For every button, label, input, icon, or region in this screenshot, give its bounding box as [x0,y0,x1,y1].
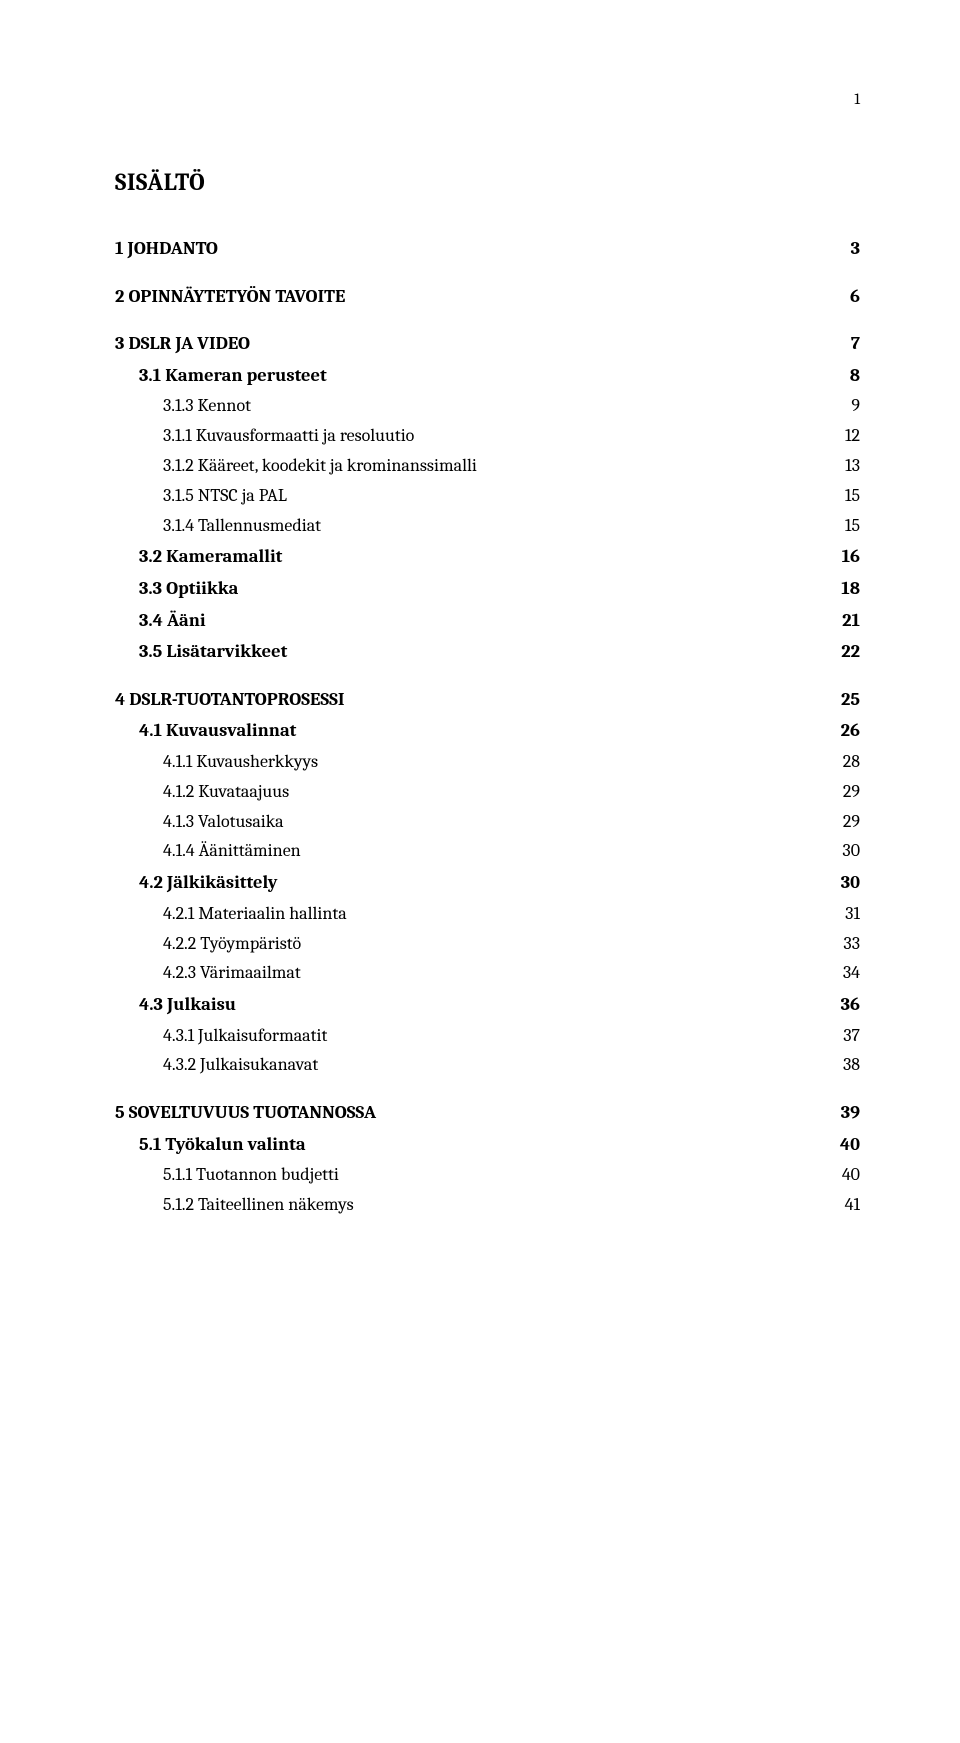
toc-entry-label: 3.1.5 NTSC ja PAL [163,482,287,511]
toc-entry-label: 5.1.2 Taiteellinen näkemys [163,1191,354,1220]
toc-entry-page: 30 [841,868,860,898]
toc-entry-page: 31 [845,900,860,929]
toc-entry: 5.1 Työkalun valinta 40 [115,1130,860,1160]
toc-entry: 3.1.3 Kennot 9 [115,392,860,421]
toc-entry: 4.3.1 Julkaisuformaatit 37 [115,1022,860,1051]
toc-entry: 5.1.1 Tuotannon budjetti 40 [115,1161,860,1190]
toc-entry-label: 3.1.2 Kääreet, koodekit ja krominanssima… [163,452,477,481]
toc-entry-label: 3.1.3 Kennot [163,392,251,421]
toc-entry-page: 22 [841,637,860,667]
toc-entry-label: 3.3 Optiikka [139,574,238,604]
toc-entry: 4.1.3 Valotusaika 29 [115,808,860,837]
toc-entry: 3.1 Kameran perusteet 8 [115,361,860,391]
toc-entry-label: 5.1.1 Tuotannon budjetti [163,1161,339,1190]
toc-entry-label: 2 OPINNÄYTETYÖN TAVOITE [115,282,345,312]
toc-entry: 2 OPINNÄYTETYÖN TAVOITE 6 [115,282,860,312]
toc-entry-page: 38 [843,1051,860,1080]
toc-entry-page: 29 [843,778,860,807]
toc-entry-page: 18 [841,574,860,604]
page-number: 1 [115,90,860,108]
toc-entry: 4.1.1 Kuvausherkkyys 28 [115,748,860,777]
toc-entry-page: 13 [845,452,860,481]
toc-entry: 1 JOHDANTO 3 [115,234,860,264]
toc-entry: 3.5 Lisätarvikkeet 22 [115,637,860,667]
toc-entry-page: 36 [841,990,860,1020]
toc-entry-page: 26 [841,716,860,746]
toc-entry-page: 16 [842,542,860,572]
toc-entry-label: 1 JOHDANTO [115,234,218,264]
toc-entry-page: 15 [845,512,860,541]
toc-entry: 4 DSLR-TUOTANTOPROSESSI 25 [115,685,860,715]
toc-entry-page: 9 [851,392,860,421]
toc-entry-page: 40 [840,1130,860,1160]
toc-entry: 3.1.5 NTSC ja PAL 15 [115,482,860,511]
toc-entry-page: 30 [842,837,860,866]
toc-entry: 3.1.2 Kääreet, koodekit ja krominanssima… [115,452,860,481]
toc-entry-label: 3.1.4 Tallennusmediat [163,512,321,541]
toc-entry-page: 7 [851,329,860,359]
toc-entry-label: 4.3.2 Julkaisukanavat [163,1051,318,1080]
toc-entry-label: 4.1.4 Äänittäminen [163,837,301,866]
toc-entry-label: 4.3 Julkaisu [139,990,236,1020]
toc-entry-page: 28 [843,748,860,777]
toc-container: 1 JOHDANTO 3 2 OPINNÄYTETYÖN TAVOITE 6 3 DSL… [115,234,860,1220]
toc-entry-label: 3.2 Kameramallit [139,542,282,572]
toc-entry: 3 DSLR JA VIDEO 7 [115,329,860,359]
toc-entry-page: 15 [845,482,860,511]
toc-entry: 5 SOVELTUVUUS TUOTANNOSSA 39 [115,1098,860,1128]
toc-entry: 4.3 Julkaisu 36 [115,990,860,1020]
toc-entry: 4.2 Jälkikäsittely 30 [115,868,860,898]
toc-entry-page: 39 [841,1098,860,1128]
toc-entry-page: 33 [843,930,860,959]
toc-entry: 4.2.2 Työympäristö 33 [115,930,860,959]
toc-entry: 4.3.2 Julkaisukanavat 38 [115,1051,860,1080]
toc-entry-label: 4.1.1 Kuvausherkkyys [163,748,318,777]
toc-title: SISÄLTÖ [115,168,860,196]
toc-entry-page: 37 [843,1022,860,1051]
toc-entry: 5.1.2 Taiteellinen näkemys 41 [115,1191,860,1220]
toc-entry-label: 4.1 Kuvausvalinnat [139,716,296,746]
toc-entry-label: 5.1 Työkalun valinta [139,1130,306,1160]
toc-entry: 3.2 Kameramallit 16 [115,542,860,572]
toc-entry-page: 40 [842,1161,860,1190]
toc-entry-label: 3.1 Kameran perusteet [139,361,327,391]
toc-entry-label: 4.2.1 Materiaalin hallinta [163,900,347,929]
toc-entry-page: 25 [841,685,860,715]
toc-entry-page: 34 [843,959,860,988]
toc-entry-label: 4.1.2 Kuvataajuus [163,778,289,807]
toc-entry-label: 3.1.1 Kuvausformaatti ja resoluutio [163,422,414,451]
document-page: 1 SISÄLTÖ 1 JOHDANTO 3 2 OPINNÄYTETYÖN TAV… [0,0,960,1281]
toc-entry-label: 4.2.3 Värimaailmat [163,959,301,988]
toc-entry-label: 3 DSLR JA VIDEO [115,329,250,359]
toc-entry: 3.3 Optiikka 18 [115,574,860,604]
toc-entry: 4.1.4 Äänittäminen 30 [115,837,860,866]
toc-entry-label: 3.4 Ääni [139,606,206,636]
toc-entry-page: 3 [851,234,860,264]
toc-entry-label: 3.5 Lisätarvikkeet [139,637,287,667]
toc-entry-page: 21 [842,606,860,636]
toc-entry-label: 5 SOVELTUVUUS TUOTANNOSSA [115,1098,376,1128]
toc-entry-label: 4 DSLR-TUOTANTOPROSESSI [115,685,345,715]
toc-entry-label: 4.2 Jälkikäsittely [139,868,277,898]
toc-entry: 3.1.1 Kuvausformaatti ja resoluutio 12 [115,422,860,451]
toc-entry-label: 4.2.2 Työympäristö [163,930,301,959]
toc-entry-page: 8 [850,361,860,391]
toc-entry-page: 29 [843,808,860,837]
toc-entry: 4.1 Kuvausvalinnat 26 [115,716,860,746]
toc-entry-label: 4.1.3 Valotusaika [163,808,284,837]
toc-entry-page: 12 [845,422,860,451]
toc-entry: 3.1.4 Tallennusmediat 15 [115,512,860,541]
toc-entry-label: 4.3.1 Julkaisuformaatit [163,1022,327,1051]
toc-entry: 4.1.2 Kuvataajuus 29 [115,778,860,807]
toc-entry: 3.4 Ääni 21 [115,606,860,636]
toc-entry-page: 6 [850,282,860,312]
toc-entry: 4.2.3 Värimaailmat 34 [115,959,860,988]
toc-entry-page: 41 [845,1191,860,1220]
toc-entry: 4.2.1 Materiaalin hallinta 31 [115,900,860,929]
